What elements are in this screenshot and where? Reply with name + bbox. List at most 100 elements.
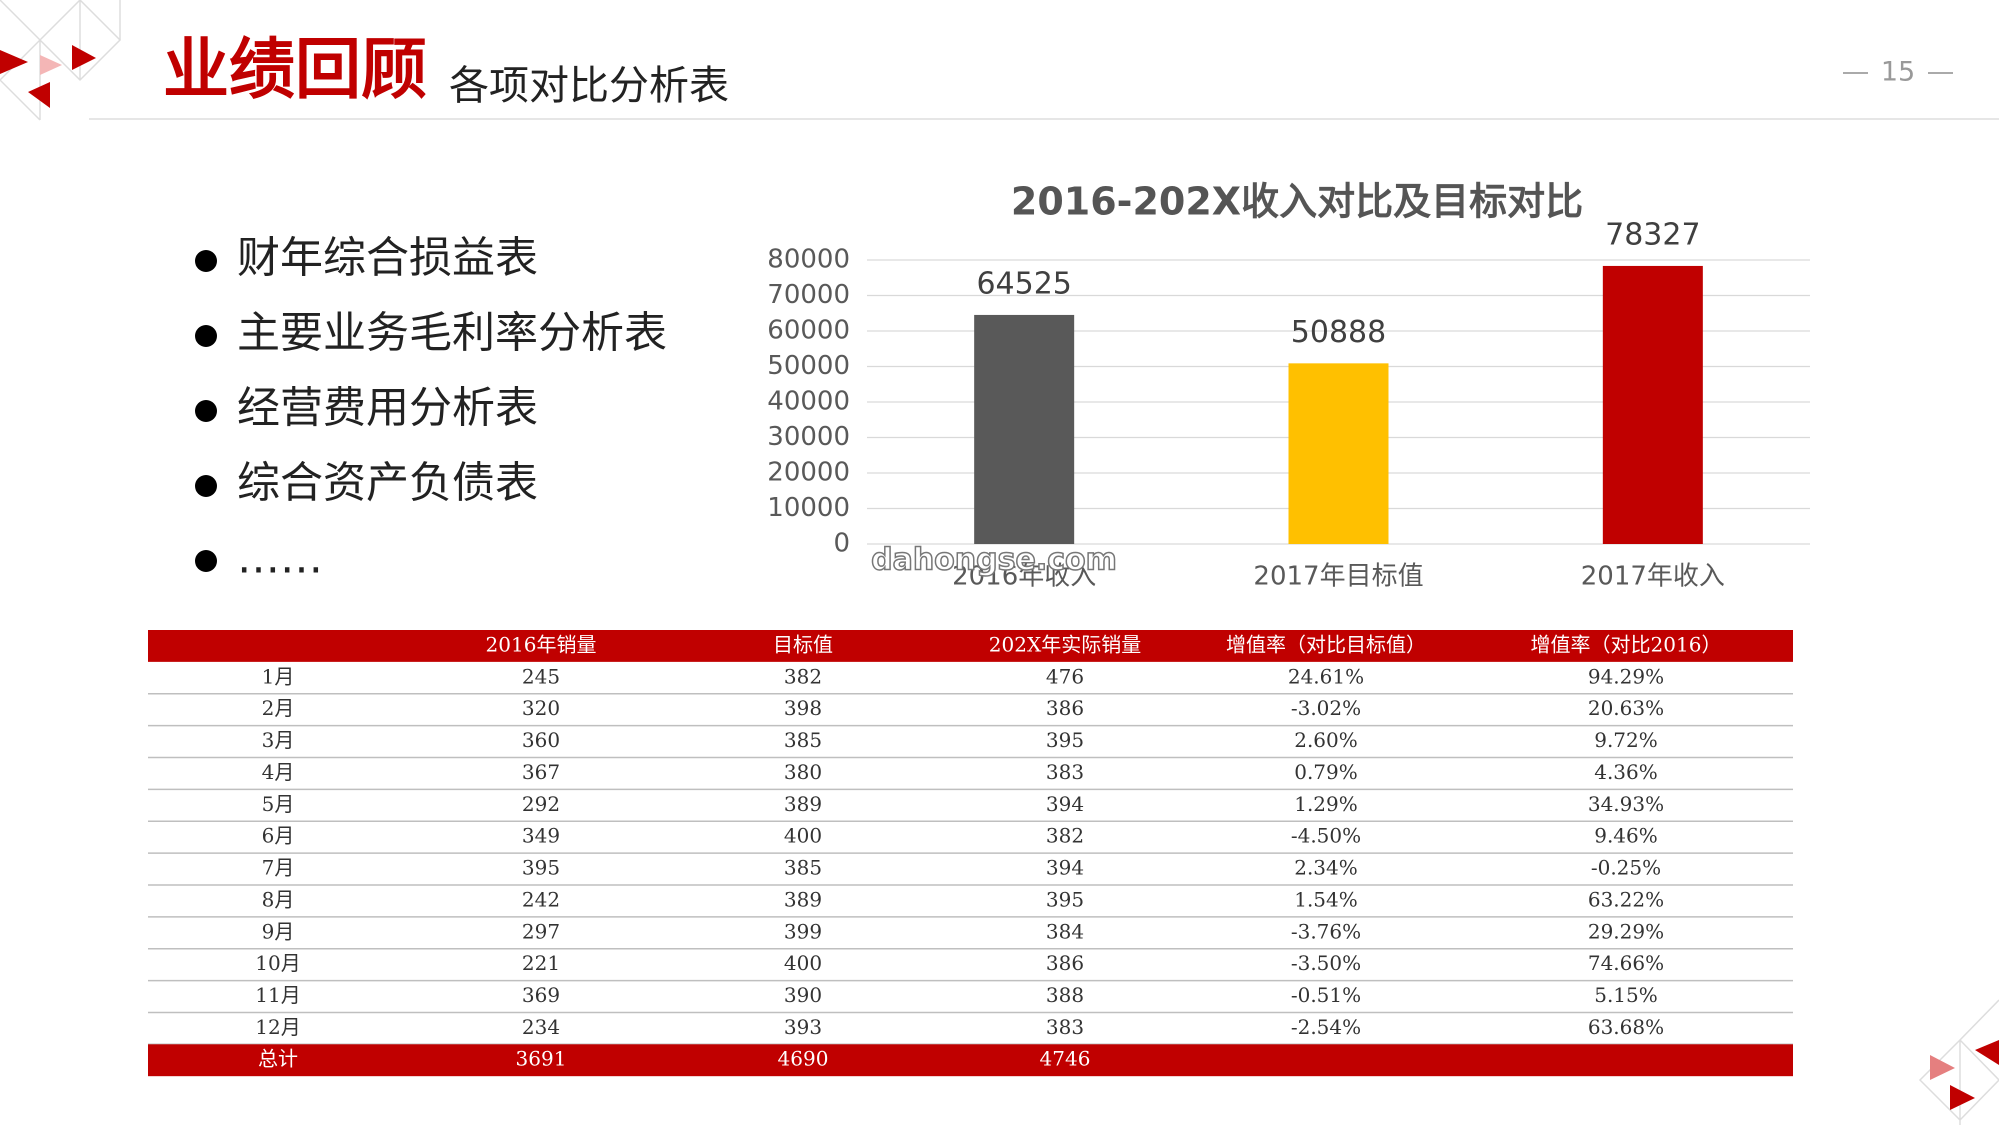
total-cell: 4690 xyxy=(778,1047,829,1071)
table-cell: 1.54% xyxy=(1294,887,1358,911)
bullet-text: 财年综合损益表 xyxy=(237,234,538,284)
table-cell: 389 xyxy=(784,887,822,911)
table-cell: 383 xyxy=(1046,1015,1084,1039)
table-cell: 398 xyxy=(784,696,822,720)
table-cell: 24.61% xyxy=(1288,664,1364,688)
chart: 0 10000 20000 30000 40000 50000 60000 70000 8000… xyxy=(767,217,1810,592)
y-tick-label: 50000 xyxy=(767,351,850,381)
table-cell: -3.02% xyxy=(1291,696,1361,720)
table-cell: 388 xyxy=(1046,983,1084,1007)
table-cell: 395 xyxy=(522,856,560,880)
bullet-dot xyxy=(195,550,217,572)
x-tick-label: 2016年收入 xyxy=(952,562,1096,592)
table-cell: 386 xyxy=(1046,951,1084,975)
bar xyxy=(1288,363,1389,544)
y-tick-label: 20000 xyxy=(767,458,850,488)
table-cell: 29.29% xyxy=(1588,919,1664,943)
table-cell: 360 xyxy=(522,728,560,752)
table-cell: 292 xyxy=(522,792,560,816)
chart-title: 2016-202X收入对比及目标对比 xyxy=(1011,180,1583,224)
table-cell: 369 xyxy=(522,983,560,1007)
y-tick-label: 60000 xyxy=(767,316,850,346)
column-header: 目标值 xyxy=(773,632,833,656)
table-cell: 400 xyxy=(784,951,822,975)
table-cell: 367 xyxy=(522,760,560,784)
bullet-dot xyxy=(195,250,217,272)
bullet-dot xyxy=(195,400,217,422)
table-cell: 63.68% xyxy=(1588,1015,1664,1039)
header-row xyxy=(148,630,1793,662)
table-cell: 4月 xyxy=(262,760,295,784)
bullet-text: 经营费用分析表 xyxy=(237,384,538,434)
table-cell: 20.63% xyxy=(1588,696,1664,720)
table-cell: 94.29% xyxy=(1588,664,1664,688)
table-cell: 382 xyxy=(784,664,822,688)
y-tick-label: 70000 xyxy=(767,280,850,310)
table-cell: 393 xyxy=(784,1015,822,1039)
table-cell: 385 xyxy=(784,856,822,880)
table-cell: 384 xyxy=(1046,919,1084,943)
bullet-text: 综合资产负债表 xyxy=(237,459,538,509)
table-cell: 382 xyxy=(1046,824,1084,848)
y-tick-label: 30000 xyxy=(767,422,850,452)
table-cell: -0.25% xyxy=(1591,856,1661,880)
table-cell: 394 xyxy=(1046,856,1084,880)
table-cell: 5月 xyxy=(262,792,295,816)
table-cell: 74.66% xyxy=(1588,951,1664,975)
total-cell: 3691 xyxy=(516,1047,567,1071)
table-cell: 1.29% xyxy=(1294,792,1358,816)
bullet-text: …… xyxy=(237,534,323,584)
table-cell: 7月 xyxy=(262,856,295,880)
bullet-dot xyxy=(195,475,217,497)
x-tick-label: 2017年目标值 xyxy=(1253,562,1423,592)
table-cell: 34.93% xyxy=(1588,792,1664,816)
table-cell: -0.51% xyxy=(1291,983,1361,1007)
table-cell: 6月 xyxy=(262,824,295,848)
table-cell: 320 xyxy=(522,696,560,720)
table-cell: 297 xyxy=(522,919,560,943)
table-cell: 2月 xyxy=(262,696,295,720)
title: 业绩回顾 xyxy=(163,31,427,108)
value-label: 64525 xyxy=(976,266,1071,301)
table-cell: 11月 xyxy=(255,983,300,1007)
table-cell: 383 xyxy=(1046,760,1084,784)
table-cell: 3月 xyxy=(262,728,295,752)
table-cell: 349 xyxy=(522,824,560,848)
table-cell: 389 xyxy=(784,792,822,816)
page-number: 15 xyxy=(1881,57,1915,88)
table-cell: 1月 xyxy=(262,664,295,688)
bullet-text: 主要业务毛利率分析表 xyxy=(237,309,667,359)
table-cell: 2.60% xyxy=(1294,728,1358,752)
column-header: 增值率（对比2016） xyxy=(1531,632,1722,656)
table-cell: -3.50% xyxy=(1291,951,1361,975)
bar xyxy=(974,314,1075,544)
y-tick-label: 40000 xyxy=(767,387,850,417)
table-cell: -3.76% xyxy=(1291,919,1361,943)
y-tick-label: 10000 xyxy=(767,493,850,523)
bullet-dot xyxy=(195,325,217,347)
total-cell: 4746 xyxy=(1040,1047,1091,1071)
y-tick-label: 80000 xyxy=(767,245,850,275)
table-cell: 242 xyxy=(522,887,560,911)
table-cell: 234 xyxy=(522,1015,560,1039)
column-header: 2016年销量 xyxy=(486,632,597,656)
table-cell: 8月 xyxy=(262,887,295,911)
table-cell: 10月 xyxy=(255,951,300,975)
table-cell: 400 xyxy=(784,824,822,848)
x-tick-label: 2017年收入 xyxy=(1581,562,1725,592)
watermark: dahongse.com xyxy=(871,543,1117,578)
table-cell: 380 xyxy=(784,760,822,784)
table-cell: 9.72% xyxy=(1594,728,1658,752)
value-label: 50888 xyxy=(1291,315,1386,350)
bar xyxy=(1602,265,1703,544)
table-cell: 4.36% xyxy=(1594,760,1658,784)
table-cell: 221 xyxy=(522,951,560,975)
table-cell: 245 xyxy=(522,664,560,688)
total-cell: 总计 xyxy=(258,1047,298,1071)
table-cell: 63.22% xyxy=(1588,887,1664,911)
y-tick-label: 0 xyxy=(833,529,850,559)
table-cell: 390 xyxy=(784,983,822,1007)
